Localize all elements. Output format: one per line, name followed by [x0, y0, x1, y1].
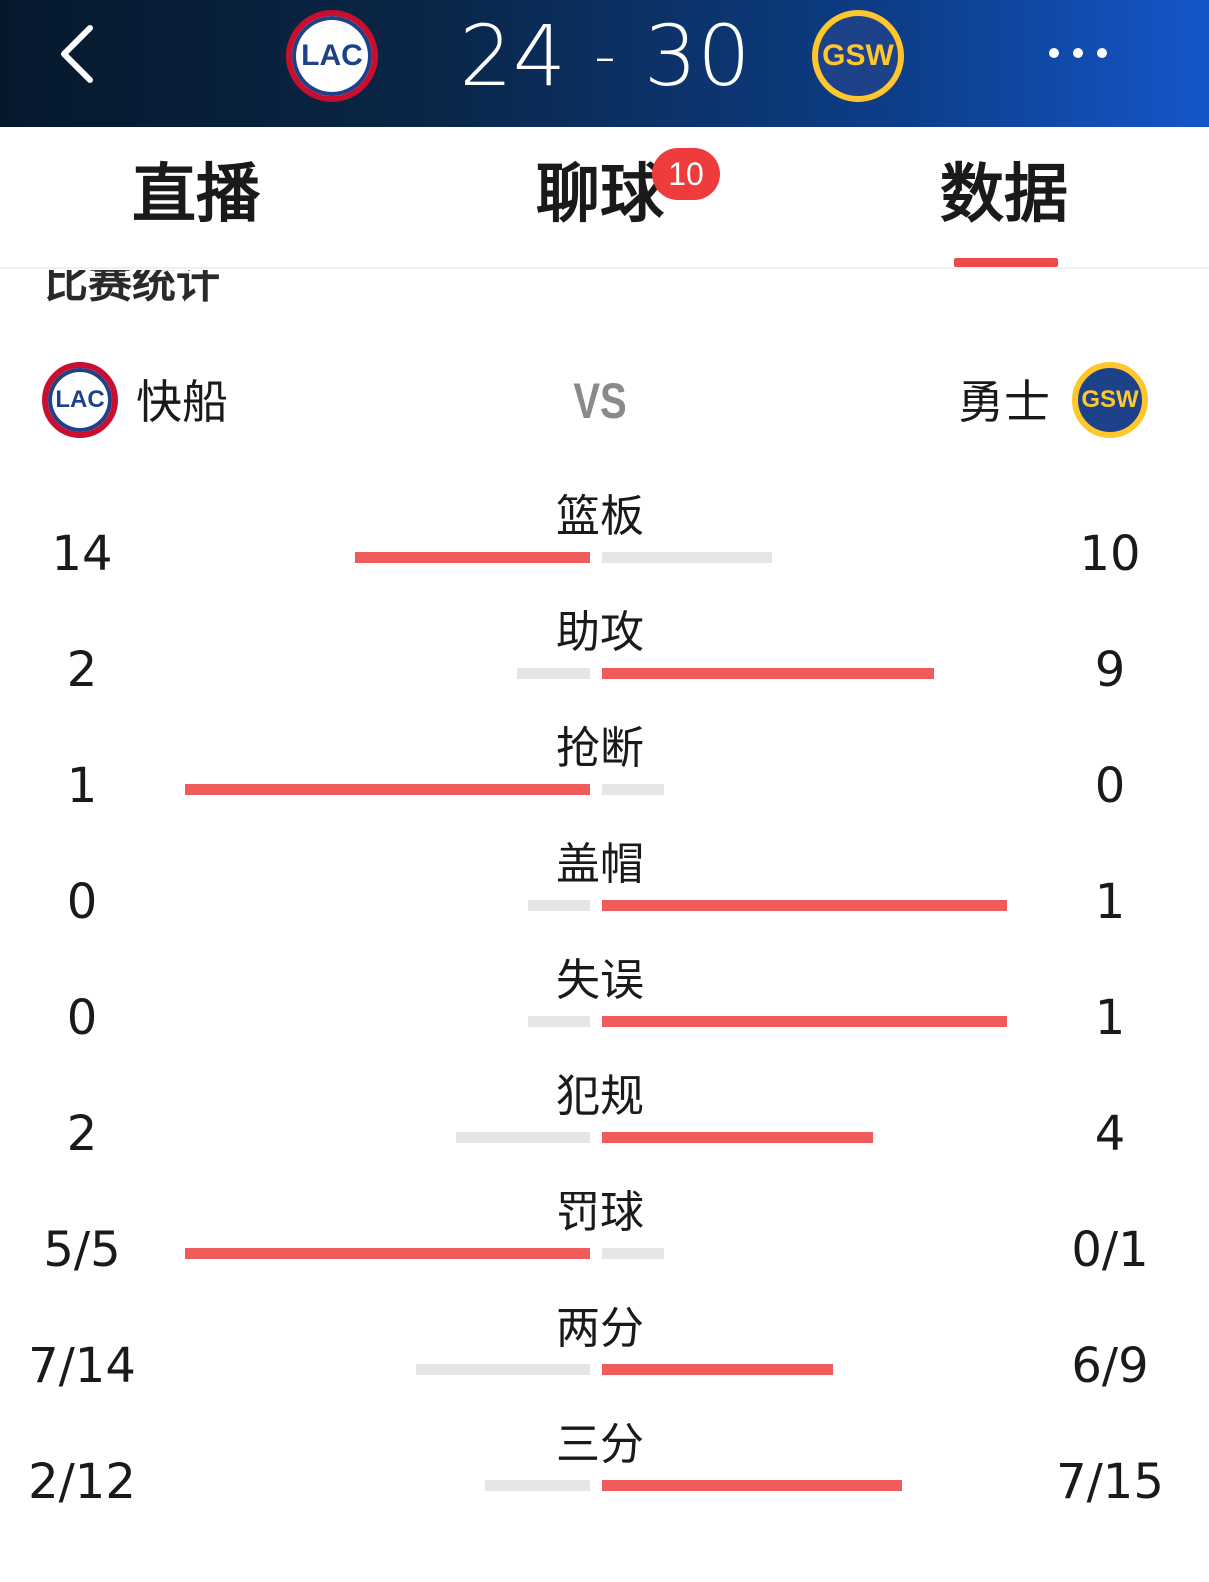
home-stat-bar [517, 668, 590, 679]
home-stat-value: 2 [66, 1106, 98, 1162]
more-dot-icon [1049, 48, 1059, 58]
away-stat-bar [602, 1364, 833, 1375]
score-separator: - [594, 21, 616, 91]
away-stat-bar [602, 1016, 1007, 1027]
home-stat-bar [185, 784, 590, 795]
home-stat-value: 0 [66, 874, 98, 930]
away-team-logo: GSW [1072, 362, 1148, 438]
away-stat-bar [602, 1248, 664, 1259]
away-stat-bar [602, 552, 772, 563]
home-stat-value: 14 [51, 526, 113, 582]
scoreboard: 24 - 30 [440, 6, 770, 106]
away-team-name: 勇士 [958, 375, 1050, 429]
section-title: 比赛统计 [44, 270, 220, 306]
tab-data[interactable]: 数据 [940, 158, 1068, 232]
more-dot-icon [1097, 48, 1107, 58]
home-score: 24 [459, 7, 567, 105]
stat-label: 罚球 [556, 1187, 644, 1238]
tab-live[interactable]: 直播 [132, 158, 260, 232]
home-stat-bar [528, 900, 590, 911]
lac-logo-text: LAC [301, 39, 363, 72]
away-stat-value: 1 [1094, 874, 1126, 930]
away-stat-bar [602, 1132, 873, 1143]
away-stat-value: 1 [1094, 990, 1126, 1046]
chat-unread-badge: 10 [652, 148, 720, 200]
home-team-logo: LAC [42, 362, 118, 438]
home-stat-bar [456, 1132, 590, 1143]
home-stat-bar [355, 552, 590, 563]
home-stat-bar [528, 1016, 590, 1027]
away-stat-bar [602, 1480, 902, 1491]
active-tab-indicator [954, 258, 1058, 267]
home-stat-value: 2/12 [28, 1454, 136, 1510]
stat-label: 篮板 [556, 491, 644, 542]
home-stat-value: 5/5 [43, 1222, 121, 1278]
home-stat-value: 7/14 [28, 1338, 136, 1394]
more-options-button[interactable] [1038, 38, 1118, 68]
stat-label: 犯规 [556, 1071, 644, 1122]
home-stat-bar [416, 1364, 590, 1375]
away-logo-text: GSW [1081, 386, 1139, 413]
home-stat-bar [185, 1248, 590, 1259]
back-button[interactable] [52, 22, 112, 86]
lac-team-logo[interactable]: LAC [286, 10, 378, 102]
stat-label: 三分 [556, 1419, 644, 1470]
game-header: LAC 24 - 30 GSW [0, 0, 1209, 127]
away-stat-value: 0/1 [1071, 1222, 1149, 1278]
tab-bar [0, 127, 1209, 269]
away-stat-value: 4 [1094, 1106, 1126, 1162]
stat-label: 两分 [556, 1303, 644, 1354]
home-team-name: 快船 [136, 375, 228, 429]
gsw-team-logo[interactable]: GSW [812, 10, 904, 102]
tab-chat[interactable]: 聊球 [536, 158, 664, 232]
stat-label: 失误 [556, 955, 644, 1006]
away-score: 30 [643, 7, 751, 105]
away-stat-bar [602, 900, 1007, 911]
away-stat-value: 0 [1094, 758, 1126, 814]
gsw-logo-text: GSW [822, 39, 894, 72]
home-stat-value: 0 [66, 990, 98, 1046]
home-stat-value: 1 [66, 758, 98, 814]
stat-label: 抢断 [556, 723, 644, 774]
vs-label: VS [573, 373, 627, 429]
home-logo-text: LAC [55, 386, 105, 413]
chevron-left-icon [61, 25, 93, 83]
home-stat-bar [485, 1480, 590, 1491]
away-stat-value: 9 [1094, 642, 1126, 698]
stat-label: 盖帽 [556, 839, 644, 890]
away-stat-value: 6/9 [1071, 1338, 1149, 1394]
more-dot-icon [1073, 48, 1083, 58]
stat-label: 助攻 [556, 607, 644, 658]
home-stat-value: 2 [66, 642, 98, 698]
away-stat-value: 10 [1079, 526, 1141, 582]
section-title-clip: 比赛统计 [0, 270, 1209, 306]
away-stat-bar [602, 784, 664, 795]
away-stat-value: 7/15 [1056, 1454, 1164, 1510]
away-stat-bar [602, 668, 934, 679]
